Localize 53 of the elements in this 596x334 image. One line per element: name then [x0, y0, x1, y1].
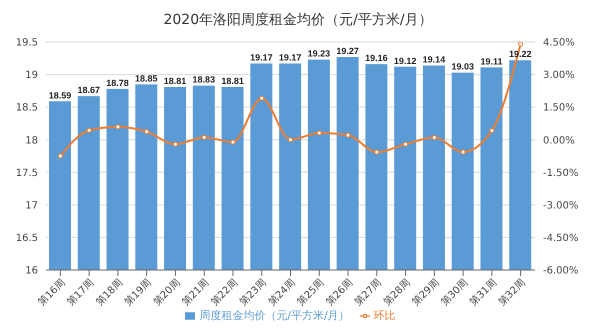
- point: [316, 130, 322, 136]
- point: [202, 134, 207, 140]
- point: [374, 150, 380, 155]
- data-label: 18.81: [221, 76, 244, 86]
- point: [518, 42, 524, 47]
- point: [86, 128, 92, 133]
- point: [288, 137, 293, 142]
- y2-tick-label: -4.50%: [543, 232, 578, 244]
- y2-tick-label: -6.00%: [543, 266, 578, 277]
- data-label: 18.83: [192, 74, 216, 85]
- point: [432, 135, 437, 140]
- y-tick-label: 17: [25, 200, 38, 212]
- point: [460, 150, 466, 155]
- data-label: 19.03: [451, 62, 474, 72]
- point: [230, 140, 236, 145]
- y-tick-label: 18: [25, 135, 38, 146]
- data-label: 19.12: [394, 56, 416, 66]
- data-label: 18.85: [135, 73, 158, 84]
- x-tick-label: 第32周: [496, 276, 528, 308]
- legend-label: 环比: [374, 309, 396, 322]
- point: [259, 96, 264, 101]
- data-label: 19.17: [278, 52, 302, 62]
- data-label: 19.14: [422, 54, 446, 64]
- y2-tick-label: -1.50%: [543, 168, 578, 179]
- data-label: 19.27: [336, 46, 359, 56]
- point: [144, 129, 150, 134]
- data-label: 19.23: [308, 48, 330, 59]
- y2-tick-label: 3.00%: [543, 70, 575, 82]
- point: [172, 142, 178, 147]
- y2-tick-label: 1.50%: [543, 102, 575, 114]
- y2-tick-label: 0.00%: [543, 135, 575, 146]
- y-tick-label: 17.5: [16, 168, 38, 179]
- point: [346, 132, 351, 138]
- data-label: 19.17: [250, 52, 273, 62]
- point: [403, 142, 408, 147]
- y-tick-label: 19.5: [16, 38, 38, 49]
- chart-title: 2020年洛阳周度租金均价（元/平方米/月）: [162, 11, 434, 30]
- y-tick-label: 19: [25, 70, 38, 82]
- legend-label: 周度租金均价（元/平方米/月）: [199, 309, 350, 322]
- y-tick-label: 16: [25, 266, 38, 277]
- data-label: 19.16: [365, 53, 388, 64]
- y2-tick-label: 4.50%: [543, 38, 575, 49]
- data-label: 18.59: [48, 90, 72, 100]
- point: [115, 124, 120, 130]
- point: [489, 128, 494, 134]
- y-tick-label: 18.5: [16, 102, 38, 114]
- y2-tick-label: -3.00%: [543, 200, 578, 212]
- y-tick-label: 16.5: [16, 232, 38, 244]
- data-label: 19.11: [480, 56, 502, 66]
- data-label: 18.67: [78, 85, 100, 96]
- data-label: 18.81: [164, 76, 186, 86]
- data-label: 18.78: [106, 78, 129, 88]
- point: [58, 154, 63, 158]
